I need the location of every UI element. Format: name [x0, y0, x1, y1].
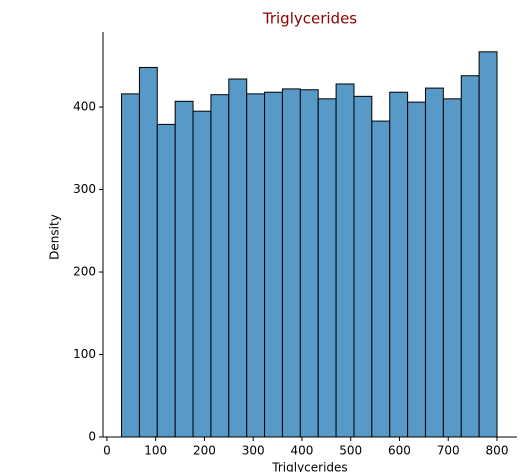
y-axis-label: Density [48, 214, 62, 260]
bar [389, 91, 409, 438]
y-tick-label: 200 [73, 265, 96, 279]
y-tick-label: 400 [73, 100, 96, 114]
bar [121, 93, 140, 438]
x-tick-label: 100 [144, 444, 167, 458]
bar [138, 66, 158, 438]
bar [174, 100, 194, 438]
x-tick-label: 400 [291, 444, 314, 458]
bar [460, 75, 480, 438]
bar [299, 89, 319, 438]
bar [264, 91, 283, 438]
x-tick-label: 600 [388, 444, 411, 458]
bar [228, 78, 248, 438]
bar [353, 95, 373, 438]
bar [246, 93, 266, 438]
bar [424, 87, 444, 438]
bar [192, 110, 212, 438]
y-tick-label: 0 [88, 430, 96, 444]
x-tick-label: 200 [193, 444, 216, 458]
bar [335, 83, 355, 438]
bar [442, 98, 462, 438]
bar [407, 101, 426, 438]
chart-title: Triglycerides [262, 10, 357, 28]
x-axis-label: Triglycerides [271, 461, 347, 472]
bar [317, 98, 337, 438]
bar [156, 123, 176, 438]
x-tick-label: 0 [103, 444, 111, 458]
bar [478, 51, 498, 438]
x-tick-label: 800 [486, 444, 509, 458]
x-tick-label: 500 [339, 444, 362, 458]
bar [281, 88, 301, 438]
y-tick-label: 100 [73, 347, 96, 361]
y-tick-label: 300 [73, 182, 96, 196]
bar [371, 120, 391, 438]
x-tick-label: 300 [242, 444, 265, 458]
bar [210, 94, 230, 438]
x-tick-label: 700 [437, 444, 460, 458]
